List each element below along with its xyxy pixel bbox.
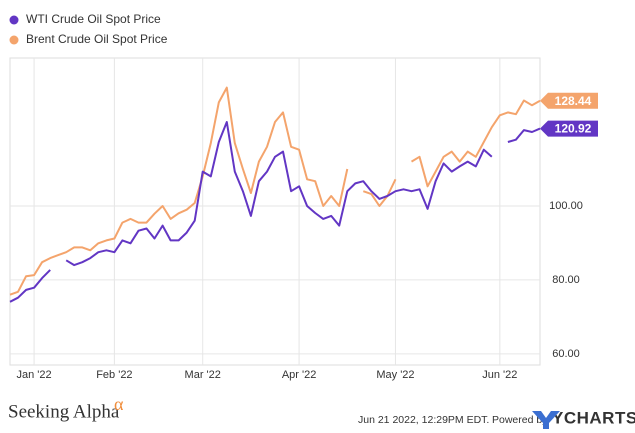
x-tick-label: Apr '22 (282, 369, 317, 381)
grid (10, 58, 540, 365)
end-label-box (540, 120, 598, 137)
x-tick-label: Feb '22 (96, 369, 132, 381)
end-label: 120.92 (555, 122, 592, 136)
legend-marker (9, 35, 19, 45)
series-line (9, 121, 541, 303)
legend-label: WTI Crude Oil Spot Price (26, 12, 161, 26)
x-tick-label: May '22 (376, 369, 414, 381)
brand: Seeking Alpha (8, 401, 120, 422)
x-tick-label: Jan '22 (17, 369, 52, 381)
legend-label: Brent Crude Oil Spot Price (26, 32, 168, 46)
provider: YCHARTS (552, 408, 635, 427)
legend-marker (9, 15, 19, 25)
x-tick-label: Jun '22 (482, 369, 517, 381)
brand-mark: α (114, 394, 124, 414)
y-tick-label: 60.00 (552, 348, 580, 360)
plot-area (9, 57, 541, 366)
end-label-box (540, 92, 598, 109)
series-line (9, 86, 541, 296)
y-tick-label: 100.00 (549, 200, 583, 212)
provider-logo (532, 411, 560, 429)
timestamp: Jun 21 2022, 12:29PM EDT. (358, 414, 489, 426)
x-tick-label: Mar '22 (185, 369, 221, 381)
powered-by: Powered by (492, 414, 548, 426)
lines (9, 86, 541, 303)
y-tick-label: 80.00 (552, 274, 580, 286)
end-label: 128.44 (555, 94, 592, 108)
